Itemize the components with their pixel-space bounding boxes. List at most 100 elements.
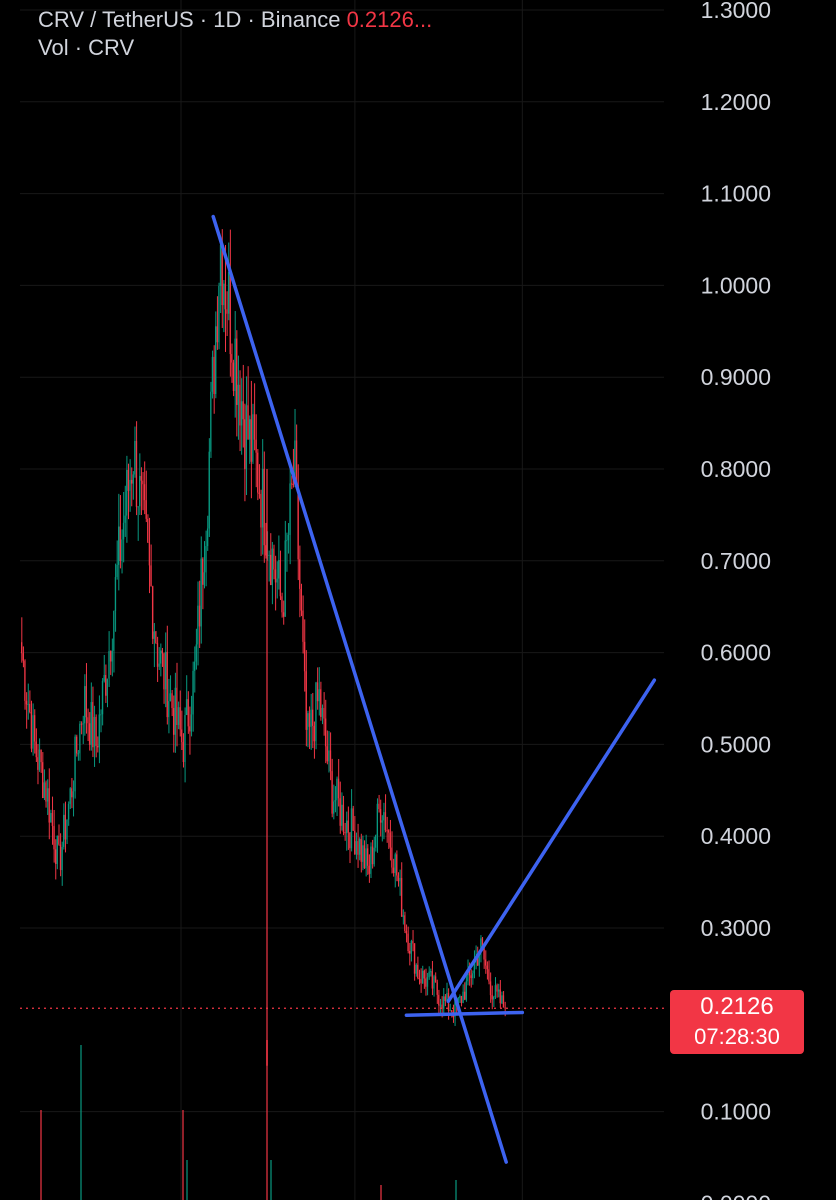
candle-body	[286, 540, 288, 542]
candle-body	[84, 686, 86, 724]
candle-body	[101, 680, 104, 715]
candle-body	[51, 813, 54, 827]
candle-body	[365, 848, 367, 869]
candle-body	[336, 778, 338, 801]
candle-body	[315, 682, 317, 742]
candle-body	[234, 338, 236, 392]
candle-body	[378, 803, 380, 810]
candle-body	[216, 326, 218, 343]
candle-body	[48, 788, 50, 823]
candle-body	[190, 714, 193, 732]
price-axis-label: 0.5000	[701, 731, 771, 757]
candle-body	[339, 798, 341, 826]
candle-body	[121, 539, 123, 562]
symbol-title[interactable]: CRV / TetherUS · 1D · Binance	[38, 7, 341, 32]
candle-body	[426, 977, 429, 987]
candle-body	[289, 483, 291, 535]
candle-body	[316, 682, 319, 702]
price-axis[interactable]: 1.3000 1.2000 1.1000 1.0000 0.9000 0.8000 0.70…	[701, 0, 771, 1200]
candle-body	[202, 558, 204, 585]
candle-body	[358, 839, 361, 855]
candle-body	[25, 700, 28, 705]
trendline[interactable]	[404, 1010, 525, 1017]
candle-body	[147, 518, 149, 543]
price-axis-label: 1.3000	[701, 0, 771, 23]
candle-body	[326, 746, 328, 762]
candle-body	[58, 835, 60, 845]
candle-body	[185, 699, 188, 716]
candle-body	[61, 846, 63, 871]
candle-body	[407, 933, 409, 952]
price-axis-label: 0.3000	[701, 915, 771, 941]
volume-bar	[455, 1180, 457, 1200]
candle-body	[35, 741, 37, 758]
candle-body	[425, 978, 427, 987]
price-axis-label: 0.4000	[701, 823, 771, 849]
candle-body	[37, 757, 39, 770]
candle-body	[480, 938, 482, 953]
candle-body	[208, 451, 210, 529]
candle-body	[305, 671, 307, 730]
candle-body	[441, 1004, 443, 1009]
candle-body	[43, 782, 45, 799]
candle-body	[420, 978, 422, 984]
candle-body	[252, 414, 254, 462]
candle-body	[273, 548, 275, 570]
candle-body	[176, 687, 178, 725]
candle-body	[463, 991, 466, 1000]
candle-body	[226, 309, 228, 314]
candle-body	[193, 661, 196, 671]
candle-body	[46, 788, 49, 802]
trendline-drawings[interactable]	[211, 214, 657, 1164]
candle-body	[29, 703, 31, 713]
trendline[interactable]	[446, 678, 657, 1004]
candle-body	[405, 930, 408, 934]
candle-body	[56, 835, 58, 864]
candle-body	[397, 875, 399, 882]
candle-body	[329, 750, 332, 772]
candle-body	[504, 1007, 506, 1009]
candle-body	[124, 515, 126, 523]
candle-body	[160, 650, 162, 664]
volume-indicator-label[interactable]: Vol · CRV	[38, 35, 135, 60]
candle-body	[436, 982, 438, 995]
trendline[interactable]	[211, 214, 508, 1164]
candle-body	[496, 985, 498, 992]
volume-bar	[40, 1110, 42, 1200]
candle-body	[389, 832, 391, 848]
price-axis-label: 0.7000	[701, 548, 771, 574]
candle-body	[282, 612, 285, 617]
candle-body	[373, 847, 375, 865]
candle-body	[412, 940, 414, 944]
price-axis-label: 0.6000	[701, 640, 771, 666]
candle-body	[27, 703, 29, 705]
candle-body	[258, 492, 260, 494]
candle-body	[257, 452, 259, 493]
candle-body	[21, 642, 23, 654]
candle-body	[45, 782, 47, 802]
candle-body	[363, 845, 366, 869]
candle-body	[324, 718, 327, 747]
candle-body	[470, 975, 472, 979]
candle-body	[142, 480, 144, 485]
candle-body	[357, 841, 359, 855]
chart-header: CRV / TetherUS · 1D · Binance 0.2126... …	[38, 6, 432, 62]
candle-body	[287, 534, 290, 541]
candle-body	[92, 702, 94, 748]
candle-body	[148, 542, 151, 566]
candle-body	[381, 820, 383, 823]
candle-body	[281, 596, 283, 613]
candle-body	[341, 804, 343, 826]
price-axis-label: 1.0000	[701, 272, 771, 298]
candle-body	[88, 723, 91, 745]
candle-body	[260, 493, 262, 528]
candle-body	[184, 715, 186, 762]
candle-body	[71, 788, 73, 798]
candle-body	[368, 865, 370, 874]
candle-body	[151, 586, 154, 639]
candle-body	[362, 845, 364, 862]
volume-bar	[266, 1040, 268, 1200]
candle-body	[404, 915, 406, 931]
candle-body	[137, 506, 139, 508]
